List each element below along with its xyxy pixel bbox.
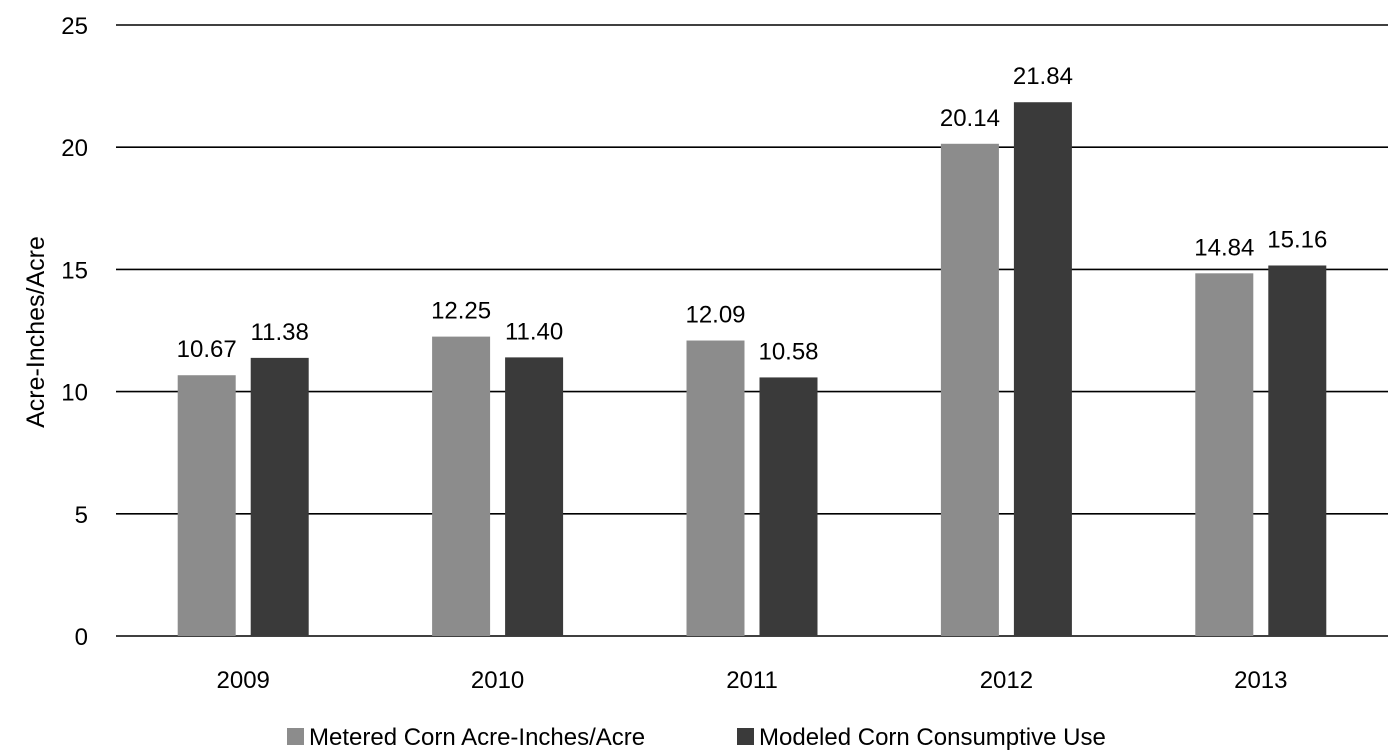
data-label: 11.40: [505, 318, 563, 345]
gridlines: [116, 24, 1388, 637]
y-tick-label: 5: [75, 502, 88, 529]
bar-metered-2009: [177, 375, 236, 636]
data-label: 10.58: [758, 338, 818, 365]
data-label: 20.14: [940, 105, 1000, 132]
data-label: 12.25: [431, 298, 491, 325]
y-axis-ticks: 0 5 10 15 20 25: [61, 13, 88, 651]
bar-metered-2011: [686, 340, 745, 636]
y-axis-label: Acre-Inches/Acre: [22, 236, 50, 428]
data-label: 10.67: [177, 336, 237, 363]
y-tick-label: 15: [61, 257, 88, 284]
legend-swatch: [737, 728, 754, 745]
y-tick-label: 10: [61, 380, 88, 407]
x-tick-label: 2012: [980, 667, 1033, 694]
bar-metered-2013: [1195, 273, 1254, 636]
legend-swatch: [287, 728, 304, 745]
data-label: 21.84: [1013, 63, 1073, 90]
bar-modeled-2009: [250, 357, 309, 636]
data-labels: 10.67 11.38 12.25 11.40 12.09 10.58 20.14 21.84…: [177, 63, 1328, 365]
legend: Metered Corn Acre-Inches/Acre Modeled Cor…: [287, 724, 1106, 751]
legend-label: Modeled Corn Consumptive Use: [759, 724, 1106, 751]
legend-label: Metered Corn Acre-Inches/Acre: [309, 724, 645, 751]
data-label: 12.09: [685, 302, 745, 329]
x-tick-label: 2010: [471, 667, 524, 694]
bar-metered-2010: [432, 336, 491, 636]
x-tick-label: 2013: [1234, 667, 1287, 694]
y-tick-label: 20: [61, 135, 88, 162]
bar-modeled-2013: [1268, 265, 1327, 636]
x-tick-label: 2011: [726, 667, 778, 694]
data-label: 15.16: [1267, 226, 1327, 253]
y-tick-label: 25: [61, 13, 88, 40]
bar-metered-2012: [940, 143, 999, 637]
y-tick-label: 0: [75, 624, 88, 651]
bar-modeled-2010: [505, 357, 564, 636]
data-label: 11.38: [251, 319, 309, 346]
bars: [177, 102, 1327, 637]
x-axis-ticks: 2009 2010 2011 2012 2013: [217, 667, 1288, 694]
x-tick-label: 2009: [217, 667, 270, 694]
data-label: 14.84: [1194, 234, 1254, 261]
bar-modeled-2012: [1013, 102, 1072, 636]
bar-modeled-2011: [759, 377, 818, 636]
